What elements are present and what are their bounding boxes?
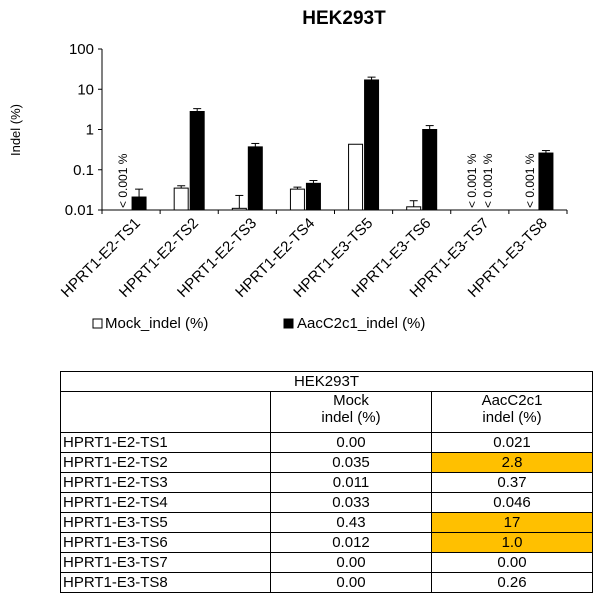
- row-label: HPRT1-E3-TS7: [60, 552, 271, 573]
- cell-mock: 0.035: [270, 452, 432, 473]
- y-tick-label: 0.01: [65, 202, 94, 219]
- annotation-below-detection: < 0.001 %: [116, 153, 130, 208]
- table-title-row: HEK293T: [60, 371, 593, 392]
- y-tick-label: 10: [77, 81, 94, 98]
- column-header-aac: AacC2c1 indel (%): [431, 391, 593, 433]
- cell-aac: 2.8: [431, 452, 593, 473]
- cell-mock: 0.033: [270, 492, 432, 513]
- bar-mock: [289, 188, 305, 211]
- y-tick-label: 100: [69, 41, 94, 58]
- bar-aac: [364, 79, 380, 211]
- cell-mock: 0.011: [270, 472, 432, 493]
- cell-mock: 0.012: [270, 532, 432, 553]
- bar-aac: [247, 146, 263, 211]
- cell-mock: 0.00: [270, 432, 432, 453]
- cell-aac: 17: [431, 512, 593, 533]
- annotation-below-detection: < 0.001 %: [481, 153, 495, 208]
- y-tick-label: 0.1: [73, 162, 94, 179]
- indel-bar-chart: HEK293T Indel (%) 100 10 1 0.1 0.01 < 0.001 …: [8, 8, 568, 332]
- cell-aac: 1.0: [431, 532, 593, 553]
- row-label: HPRT1-E2-TS4: [60, 492, 271, 513]
- cell-aac: 0.046: [431, 492, 593, 513]
- chart-title: HEK293T: [302, 8, 386, 29]
- indel-data-table: HEK293T Mock indel (%) AacC2c1 indel (%) HPRT…: [60, 371, 593, 593]
- bar-aac: [131, 196, 147, 211]
- table-row: HPRT1-E2-TS1 0.00 0.021: [60, 432, 593, 453]
- cell-mock: 0.00: [270, 572, 432, 593]
- table-row: HPRT1-E2-TS2 0.035 2.8: [60, 452, 593, 473]
- row-label: HPRT1-E3-TS6: [60, 532, 271, 553]
- bar-mock: [348, 143, 364, 211]
- legend-label-aac: AacC2c1_indel (%): [297, 315, 425, 332]
- legend-swatch-mock: [92, 318, 103, 329]
- y-tick-label: 1: [86, 122, 94, 139]
- table-row: HPRT1-E3-TS8 0.00 0.26: [60, 572, 593, 593]
- table-row: HPRT1-E3-TS6 0.012 1.0: [60, 532, 593, 553]
- legend: Mock_indel (%) AacC2c1_indel (%): [92, 315, 425, 332]
- table-row: HPRT1-E2-TS3 0.011 0.37: [60, 472, 593, 493]
- row-label: HPRT1-E2-TS3: [60, 472, 271, 493]
- table-header-empty: [60, 391, 271, 433]
- bar-mock: [173, 187, 189, 211]
- bar-aac: [422, 129, 438, 211]
- column-header-mock: Mock indel (%): [270, 391, 432, 433]
- table-header-row: Mock indel (%) AacC2c1 indel (%): [60, 391, 593, 433]
- legend-label-mock: Mock_indel (%): [105, 315, 208, 332]
- annotation-below-detection: < 0.001 %: [523, 153, 537, 208]
- cell-aac: 0.37: [431, 472, 593, 493]
- bar-aac: [305, 182, 321, 211]
- row-label: HPRT1-E3-TS5: [60, 512, 271, 533]
- y-axis: 100 10 1 0.1 0.01: [65, 41, 103, 219]
- y-axis-label: Indel (%): [8, 104, 23, 156]
- table-row: HPRT1-E2-TS4 0.033 0.046: [60, 492, 593, 513]
- table-row: HPRT1-E3-TS7 0.00 0.00: [60, 552, 593, 573]
- legend-swatch-aac: [283, 318, 294, 329]
- cell-mock: 0.00: [270, 552, 432, 573]
- bar-aac: [538, 152, 554, 211]
- x-axis: HPRT1-E2-TS1HPRT1-E2-TS2HPRT1-E2-TS3HPRT…: [58, 209, 568, 301]
- table-title: HEK293T: [60, 371, 593, 392]
- row-label: HPRT1-E3-TS8: [60, 572, 271, 593]
- cell-aac: 0.00: [431, 552, 593, 573]
- cell-mock: 0.43: [270, 512, 432, 533]
- bar-aac: [189, 111, 205, 211]
- table-row: HPRT1-E3-TS5 0.43 17: [60, 512, 593, 533]
- annotation-below-detection: < 0.001 %: [465, 153, 479, 208]
- cell-aac: 0.021: [431, 432, 593, 453]
- cell-aac: 0.26: [431, 572, 593, 593]
- row-label: HPRT1-E2-TS1: [60, 432, 271, 453]
- error-bars: [135, 76, 550, 209]
- row-label: HPRT1-E2-TS2: [60, 452, 271, 473]
- annotations: < 0.001 % < 0.001 % < 0.001 % < 0.001 %: [116, 153, 537, 208]
